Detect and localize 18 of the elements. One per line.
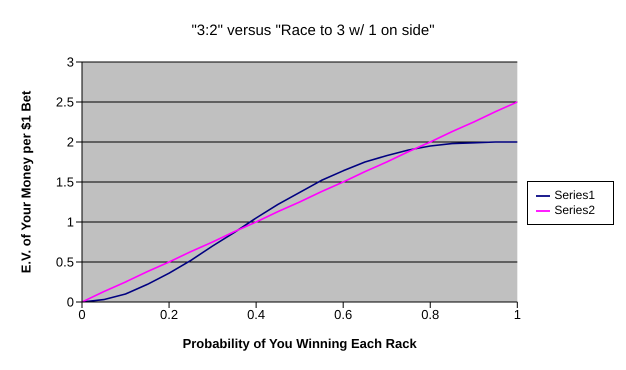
y-axis-title: E.V. of Your Money per $1 Bet bbox=[18, 90, 34, 274]
y-tick-label: 3 bbox=[66, 54, 74, 70]
y-tick-label: 1 bbox=[66, 214, 74, 230]
y-tick-label: 0 bbox=[66, 294, 74, 310]
y-tick-label: 0.5 bbox=[56, 254, 74, 270]
chart-title: "3:2" versus "Race to 3 w/ 1 on side" bbox=[190, 21, 436, 41]
x-tick-label: 0.4 bbox=[247, 307, 266, 322]
y-tick-label: 2.5 bbox=[56, 94, 74, 110]
legend-label: Series1 bbox=[554, 188, 595, 202]
y-tick-label: 2 bbox=[66, 134, 74, 150]
x-tick-label: 0.8 bbox=[421, 307, 440, 322]
legend-label: Series2 bbox=[554, 203, 595, 217]
x-tick-label: 1 bbox=[514, 307, 521, 322]
x-tick-label: 0 bbox=[78, 307, 86, 322]
x-axis-title: Probability of You Winning Each Rack bbox=[182, 336, 418, 351]
x-tick-label: 0.6 bbox=[334, 307, 352, 322]
y-tick-label: 1.5 bbox=[56, 174, 74, 190]
x-tick-label: 0.2 bbox=[160, 307, 178, 322]
